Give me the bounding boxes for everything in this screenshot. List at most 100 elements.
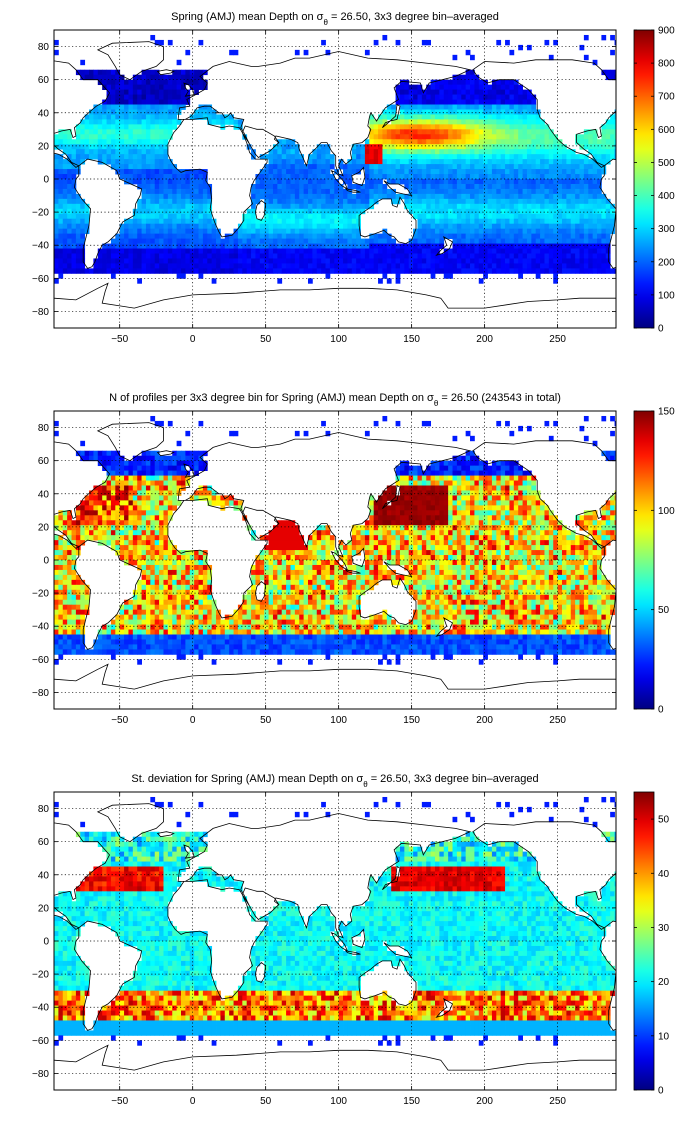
heatmap-cell xyxy=(119,530,125,536)
heatmap-cell xyxy=(531,119,537,125)
heatmap-cell xyxy=(110,450,116,457)
heatmap-cell xyxy=(391,139,396,145)
heatmap-cell xyxy=(124,495,129,501)
heatmap-cell xyxy=(159,99,164,105)
heatmap-cell xyxy=(509,465,515,471)
heatmap-cell xyxy=(430,485,436,491)
heatmap-cell xyxy=(307,164,313,170)
heatmap-cell xyxy=(347,228,353,235)
heatmap-cell xyxy=(404,193,410,200)
heatmap-cell xyxy=(518,188,523,195)
heatmap-cell xyxy=(421,144,427,150)
heatmap-cell xyxy=(496,179,502,185)
heatmap-cell xyxy=(513,154,519,160)
heatmap-cell xyxy=(299,223,305,230)
heatmap-cell xyxy=(430,475,436,481)
heatmap-cell xyxy=(413,520,418,526)
heatmap-cell xyxy=(67,208,72,215)
heatmap-cell xyxy=(548,139,554,145)
heatmap-cell xyxy=(272,268,278,274)
heatmap-cell xyxy=(159,243,164,249)
heatmap-cell xyxy=(216,263,221,269)
heatmap-cell xyxy=(137,495,142,501)
heatmap-cell xyxy=(500,520,506,526)
heatmap-cell xyxy=(496,104,502,110)
heatmap-cell xyxy=(264,169,269,175)
heatmap-cell xyxy=(54,139,59,145)
heatmap-cell xyxy=(478,253,484,259)
heatmap-cell xyxy=(102,268,107,274)
heatmap-cell xyxy=(128,470,134,476)
heatmap-cell xyxy=(110,238,116,244)
heatmap-cell xyxy=(487,188,493,195)
heatmap-cell xyxy=(579,193,585,200)
heatmap-cell xyxy=(137,89,142,95)
heatmap-cell xyxy=(163,198,169,205)
heatmap-cell xyxy=(54,535,59,541)
heatmap-cell xyxy=(531,104,537,110)
heatmap-cell xyxy=(570,164,576,170)
heatmap-cell xyxy=(386,495,392,501)
heatmap-cell xyxy=(93,109,99,115)
heatmap-cell xyxy=(71,213,77,220)
heatmap-cell xyxy=(404,104,410,110)
heatmap-cell xyxy=(505,263,510,269)
heatmap-cell xyxy=(141,248,147,254)
heatmap-cell xyxy=(89,505,94,511)
heatmap-cell xyxy=(509,84,515,90)
heatmap-cell xyxy=(325,238,331,244)
heatmap-cell xyxy=(548,154,554,160)
heatmap-cell xyxy=(189,228,195,235)
heatmap-cell xyxy=(592,263,598,269)
heatmap-cell xyxy=(277,535,283,541)
heatmap-cell xyxy=(163,475,169,481)
heatmap-cell xyxy=(426,253,432,259)
heatmap-cell xyxy=(211,263,217,269)
heatmap-cell xyxy=(67,233,72,239)
heatmap-cell xyxy=(364,535,370,541)
heatmap-cell xyxy=(548,179,554,185)
heatmap-cell xyxy=(382,500,388,506)
x-tick-label: 150 xyxy=(403,334,420,345)
heatmap-cell xyxy=(220,243,226,249)
heatmap-cell xyxy=(452,139,458,145)
heatmap-cell xyxy=(159,253,164,259)
heatmap-cell xyxy=(176,465,182,471)
heatmap-cell xyxy=(303,263,309,269)
heatmap-cell xyxy=(93,74,99,81)
heatmap-cell xyxy=(439,243,445,249)
heatmap-cell xyxy=(496,495,502,501)
heatmap-cell xyxy=(106,243,112,249)
heatmap-cell xyxy=(106,124,112,130)
heatmap-cell xyxy=(439,258,445,264)
heatmap-cell xyxy=(535,188,541,195)
heatmap-cell xyxy=(413,515,418,521)
heatmap-cell xyxy=(141,480,147,486)
heatmap-cell xyxy=(329,193,335,200)
heatmap-cell xyxy=(557,188,563,195)
heatmap-cell xyxy=(496,530,502,536)
heatmap-cell xyxy=(531,213,537,220)
heatmap-cell xyxy=(172,238,178,244)
heatmap-cell xyxy=(154,174,160,180)
heatmap-cell xyxy=(329,179,335,185)
heatmap-cell xyxy=(610,525,615,531)
heatmap-cell xyxy=(154,515,160,521)
heatmap-cell xyxy=(316,159,322,165)
heatmap-cell xyxy=(404,248,410,254)
heatmap-cell xyxy=(102,74,107,81)
heatmap-cell xyxy=(97,74,103,81)
heatmap-cell xyxy=(461,174,467,180)
heatmap-cell xyxy=(268,193,274,200)
heatmap-cell xyxy=(154,248,160,254)
heatmap-cell xyxy=(294,263,300,269)
heatmap-cell xyxy=(334,193,340,200)
heatmap-cell xyxy=(145,520,151,526)
heatmap-cell xyxy=(58,183,64,190)
heatmap-cell xyxy=(509,475,515,481)
heatmap-cell xyxy=(334,228,340,235)
heatmap-cell xyxy=(329,203,335,210)
heatmap-cell xyxy=(128,535,134,541)
heatmap-cell xyxy=(399,460,405,467)
heatmap-cell xyxy=(277,525,283,531)
